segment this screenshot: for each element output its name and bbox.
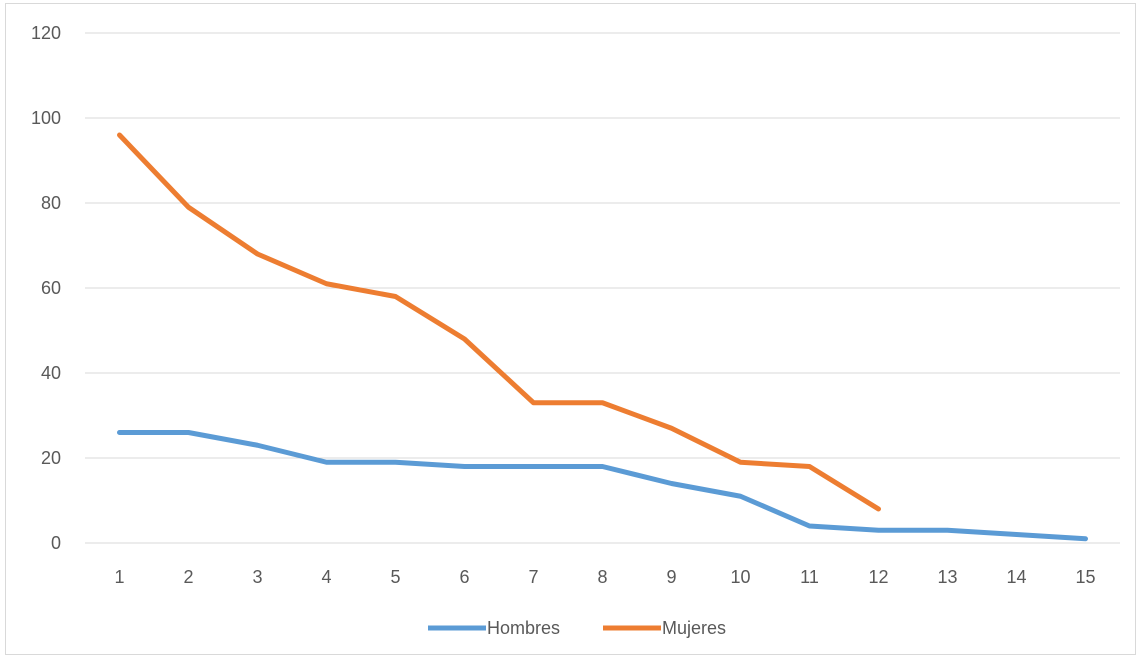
x-tick-label-13: 13 xyxy=(937,567,957,587)
x-tick-label-1: 1 xyxy=(114,567,124,587)
x-tick-label-3: 3 xyxy=(252,567,262,587)
x-tick-label-15: 15 xyxy=(1075,567,1095,587)
gridlines xyxy=(85,32,1120,459)
chart-frame xyxy=(5,3,1136,655)
x-tick-label-10: 10 xyxy=(730,567,750,587)
y-tick-label-60: 60 xyxy=(41,278,61,298)
y-tick-label-40: 40 xyxy=(41,363,61,383)
x-axis-ticks: 1 2 3 4 5 6 7 8 9 10 11 12 13 14 15 xyxy=(114,567,1095,587)
x-tick-label-9: 9 xyxy=(666,567,676,587)
series-lines xyxy=(117,132,1088,542)
legend-label-mujeres: Mujeres xyxy=(662,618,726,638)
legend-label-hombres: Hombres xyxy=(487,618,560,638)
y-tick-label-20: 20 xyxy=(41,448,61,468)
y-tick-label-120: 120 xyxy=(31,23,61,43)
y-tick-label-100: 100 xyxy=(31,108,61,128)
legend: Hombres Mujeres xyxy=(428,618,726,638)
series-line-mujeres xyxy=(117,132,881,512)
x-tick-label-4: 4 xyxy=(321,567,331,587)
x-tick-label-7: 7 xyxy=(528,567,538,587)
x-tick-label-14: 14 xyxy=(1006,567,1026,587)
y-tick-label-0: 0 xyxy=(51,533,61,553)
x-tick-label-12: 12 xyxy=(868,567,888,587)
x-tick-label-2: 2 xyxy=(183,567,193,587)
x-tick-label-8: 8 xyxy=(597,567,607,587)
x-tick-label-6: 6 xyxy=(459,567,469,587)
y-axis-ticks: 0 20 40 60 80 100 120 xyxy=(31,23,61,553)
series-line-hombres xyxy=(117,430,1088,542)
x-tick-label-11: 11 xyxy=(800,567,819,587)
x-tick-label-5: 5 xyxy=(390,567,400,587)
y-tick-label-80: 80 xyxy=(41,193,61,213)
